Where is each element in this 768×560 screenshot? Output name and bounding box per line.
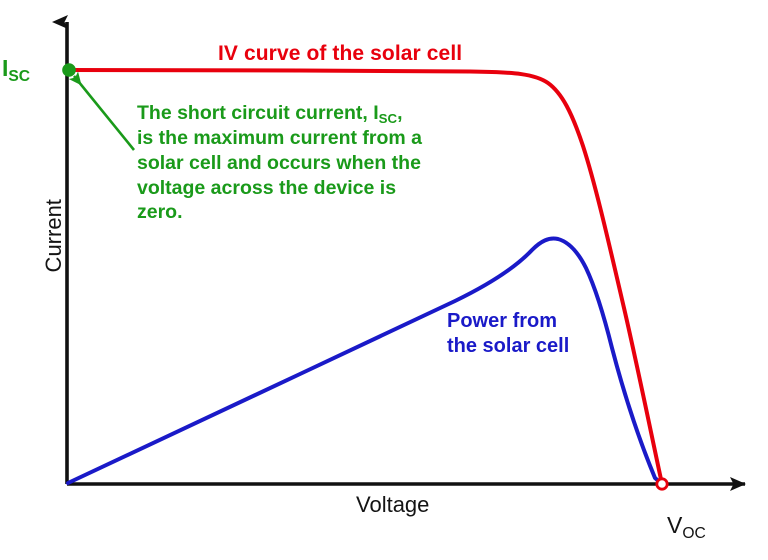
isc-annotation-line-1-a: The short circuit current, I (137, 102, 379, 124)
isc-annotation-line-1-subscript: SC (378, 110, 398, 126)
isc-tick-main: I (2, 55, 9, 81)
y-axis-title: Current (41, 199, 67, 273)
voc-tick-main: V (667, 512, 683, 538)
voc-tick-label: VOC (667, 512, 706, 542)
isc-tick-label: ISC (2, 55, 31, 85)
isc-annotation-line-5: zero. (137, 201, 183, 224)
power-curve-label-line-1: Power from (447, 310, 558, 332)
power-curve-label: Power from the solar cell (447, 309, 569, 360)
isc-point-marker (62, 63, 76, 77)
isc-annotation-line-1-b: , (397, 102, 403, 124)
isc-annotation-line-1: The short circuit current, ISC, (137, 101, 422, 126)
power-curve-label-line-2: the solar cell (447, 335, 570, 358)
power-curve-path (66, 236, 664, 486)
voc-point-marker (655, 477, 669, 491)
iv-curve-path (67, 68, 664, 486)
isc-callout-arrow (68, 71, 136, 151)
voc-tick-subscript: OC (682, 524, 706, 542)
isc-annotation-line-4: voltage across the device is (137, 176, 397, 199)
isc-annotation-line-3: solar cell and occurs when the (137, 151, 421, 174)
isc-tick-subscript: SC (8, 67, 31, 85)
iv-curve-title-label: IV curve of the solar cell (218, 42, 463, 65)
isc-annotation-line-2: is the maximum current from a (137, 126, 422, 149)
isc-annotation-text: The short circuit current, ISC, is the m… (137, 101, 422, 225)
x-axis-title: Voltage (356, 492, 430, 517)
